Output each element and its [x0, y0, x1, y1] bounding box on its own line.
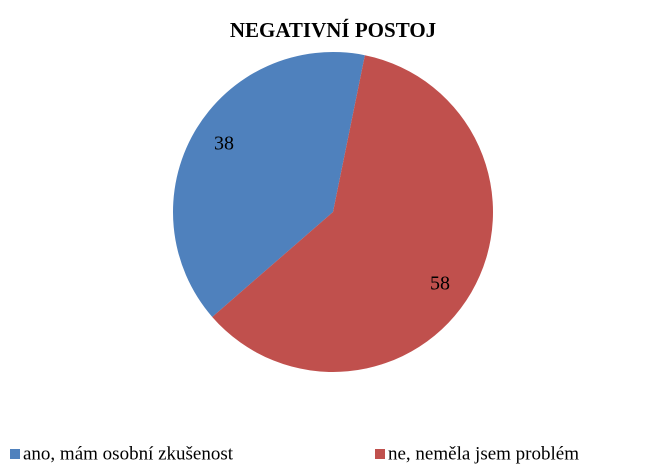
chart-title: NEGATIVNÍ POSTOJ	[230, 18, 436, 42]
data-label: 58	[430, 273, 450, 295]
data-label: 38	[214, 133, 234, 155]
pie-slice	[173, 52, 365, 317]
legend-label: ano, mám osobní zkušenost	[23, 443, 234, 464]
legend-swatch	[10, 449, 20, 459]
legend-swatch	[375, 449, 385, 459]
pie-slice	[212, 55, 493, 373]
legend-label: ne, neměla jsem problém	[388, 443, 579, 464]
